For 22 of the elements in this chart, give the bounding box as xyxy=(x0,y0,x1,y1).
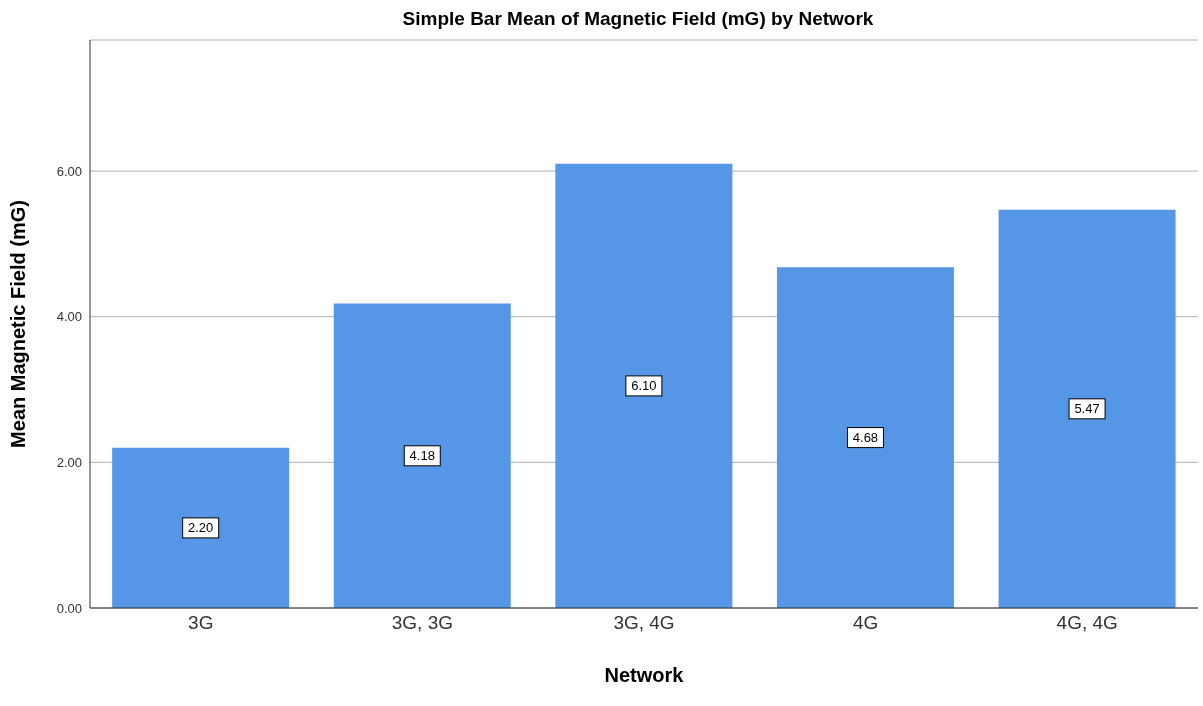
data-label: 5.47 xyxy=(1074,401,1100,417)
bar xyxy=(333,303,511,608)
x-tick-label: 3G, 3G xyxy=(391,612,454,634)
x-tick-label: 3G xyxy=(188,612,214,634)
x-tick-label: 4G xyxy=(852,612,879,634)
y-axis-title: Mean Magnetic Field (mG) xyxy=(7,200,30,448)
data-label: 4.18 xyxy=(409,448,435,464)
x-axis-title: Network xyxy=(604,664,685,686)
x-tick-label: 3G, 4G xyxy=(613,612,675,634)
y-tick-label: 4.00 xyxy=(56,309,82,325)
y-tick-label: 0.00 xyxy=(56,600,82,616)
bar xyxy=(112,447,290,608)
data-label: 6.10 xyxy=(631,378,657,394)
data-label: 2.20 xyxy=(188,520,214,536)
bar xyxy=(555,163,733,608)
data-label: 4.68 xyxy=(852,430,879,446)
y-tick-label: 6.00 xyxy=(56,163,82,179)
bar xyxy=(776,267,954,608)
y-tick-label: 2.00 xyxy=(56,454,82,470)
x-tick-label: 4G, 4G xyxy=(1056,612,1118,634)
chart-title: Simple Bar Mean of Magnetic Field (mG) by Network xyxy=(401,8,875,31)
bar xyxy=(998,209,1176,608)
